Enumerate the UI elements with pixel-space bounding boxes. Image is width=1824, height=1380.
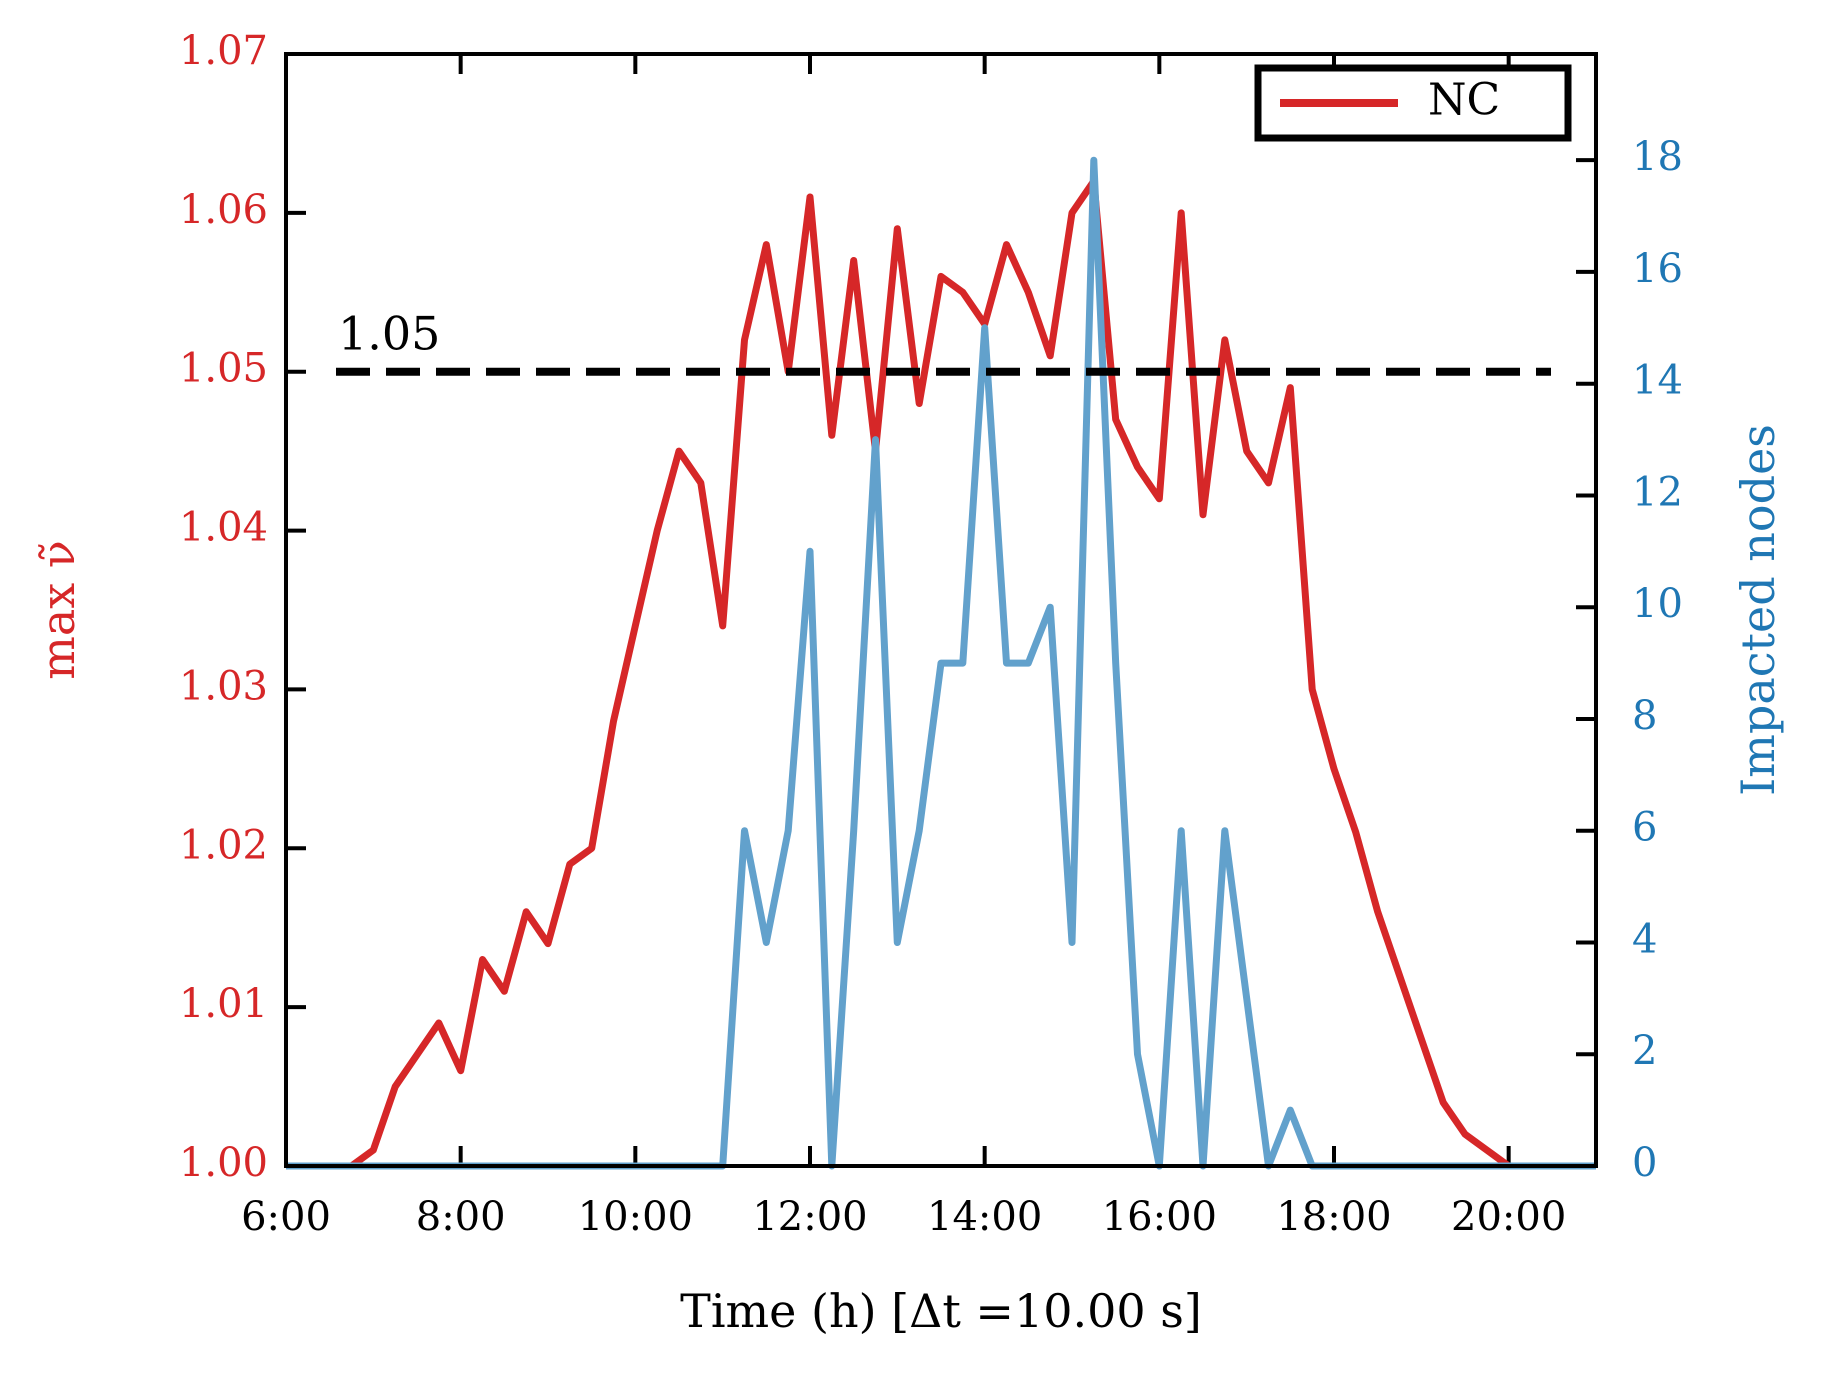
plot-frame xyxy=(284,52,1598,1168)
y2-tick-label: 8 xyxy=(1632,693,1657,739)
x-tick-label: 16:00 xyxy=(1102,1194,1217,1240)
y-tick-label: 1.03 xyxy=(179,663,268,709)
y-tick-label: 1.04 xyxy=(179,505,268,551)
y-axis-label: max ν̃ xyxy=(31,540,85,680)
y2-tick-label: 12 xyxy=(1632,469,1683,515)
y-tick-label: 1.06 xyxy=(179,187,268,233)
y2-tick-label: 0 xyxy=(1632,1140,1657,1186)
x-tick-label: 20:00 xyxy=(1451,1194,1566,1240)
y-tick-label: 1.07 xyxy=(179,28,268,74)
y2-axis-label: Impacted nodes xyxy=(1731,424,1785,796)
x-axis-label: Time (h) [Δt =10.00 s] xyxy=(680,1284,1202,1338)
y2-tick-label: 18 xyxy=(1632,134,1683,180)
x-tick-label: 10:00 xyxy=(578,1194,693,1240)
x-tick-label: 14:00 xyxy=(927,1194,1042,1240)
x-tick-label: 12:00 xyxy=(752,1194,867,1240)
y-tick-label: 1.05 xyxy=(179,346,268,392)
y2-tick-label: 10 xyxy=(1632,581,1683,627)
y2-tick-label: 16 xyxy=(1632,246,1683,292)
y2-tick-label: 2 xyxy=(1632,1028,1657,1074)
y2-tick-label: 6 xyxy=(1632,805,1657,851)
y-tick-label: 1.02 xyxy=(179,822,268,868)
series-line xyxy=(286,177,1553,1170)
x-tick-label: 6:00 xyxy=(241,1194,331,1240)
series-line xyxy=(286,156,1596,1170)
threshold-label: 1.05 xyxy=(338,307,440,361)
y-tick-label: 1.00 xyxy=(179,1140,268,1186)
y2-tick-label: 4 xyxy=(1632,916,1657,962)
y2-tick-label: 14 xyxy=(1632,358,1683,404)
y-tick-label: 1.01 xyxy=(179,981,268,1027)
x-tick-label: 18:00 xyxy=(1276,1194,1391,1240)
legend-label: NC xyxy=(1428,75,1500,126)
x-tick-label: 8:00 xyxy=(416,1194,506,1240)
